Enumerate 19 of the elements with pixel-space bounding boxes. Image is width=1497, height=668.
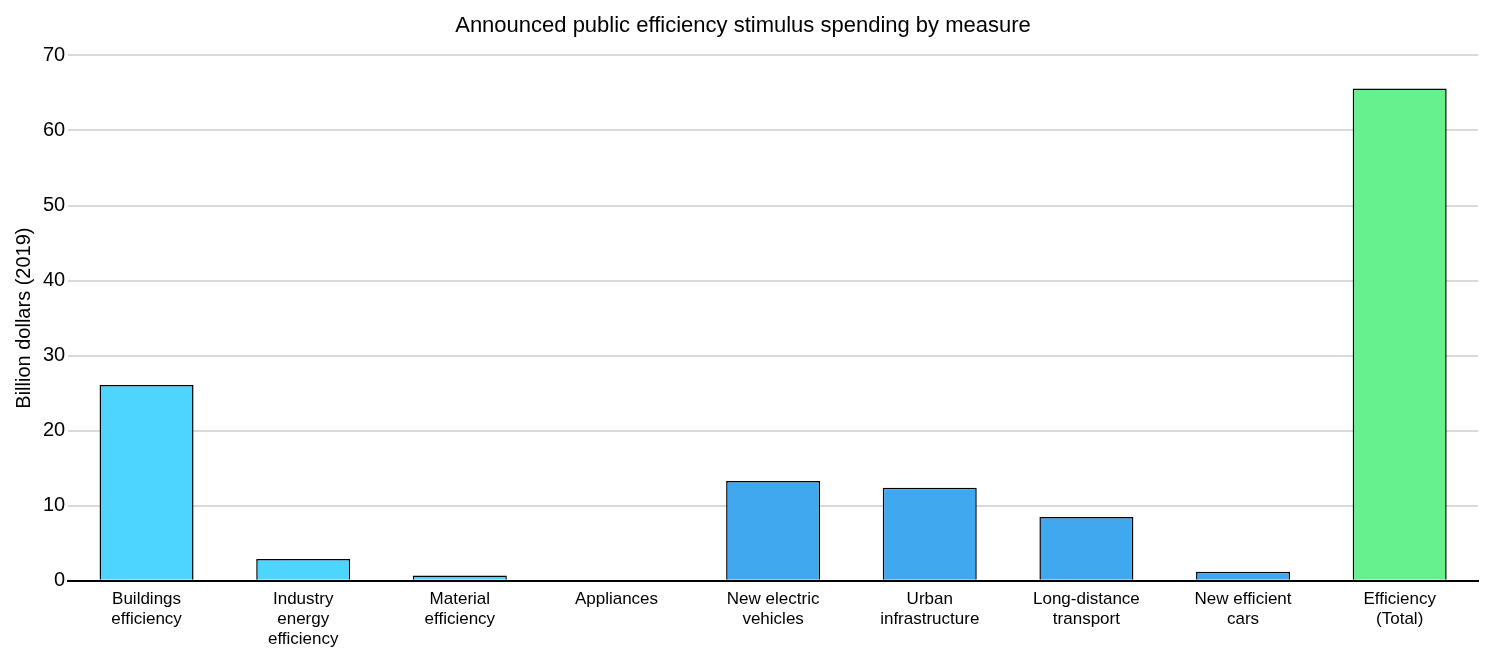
y-tick-label: 40 <box>43 268 66 291</box>
y-axis-title: Billion dollars (2019) <box>11 227 34 409</box>
chart-title: Announced public efficiency stimulus spending by measure <box>455 12 1031 38</box>
y-tick-label: 60 <box>43 117 66 140</box>
y-tick-label: 0 <box>54 568 66 591</box>
x-tick-label: New electric vehicles <box>726 588 820 629</box>
y-tick-label: 30 <box>43 343 66 366</box>
y-tick-label: 20 <box>43 418 66 441</box>
x-tick-label: New efficient cars <box>1194 588 1292 629</box>
x-tick-label: Long-distance transport <box>1033 588 1140 629</box>
x-tick-label: Appliances <box>574 588 659 608</box>
x-tick-label: Efficiency (Total) <box>1363 588 1437 629</box>
y-tick-label: 50 <box>43 193 66 216</box>
x-tick-label: Industry energy efficiency <box>267 588 339 649</box>
y-tick-label: 10 <box>43 493 66 516</box>
x-tick-label: Urban infrastructure <box>880 588 980 629</box>
x-tick-label: Material efficiency <box>424 588 496 629</box>
x-tick-label: Buildings efficiency <box>111 588 183 629</box>
y-tick-label: 70 <box>43 42 66 65</box>
